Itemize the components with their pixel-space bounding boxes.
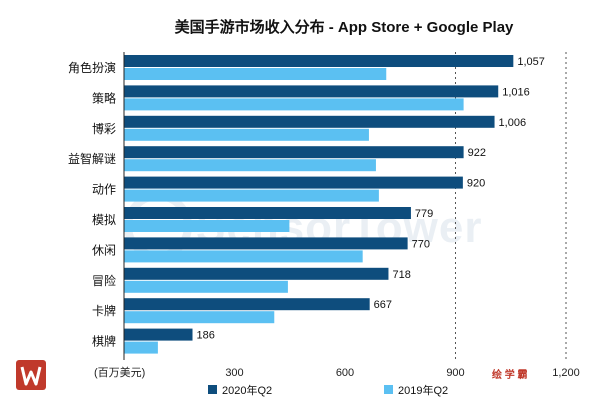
bar-2019q2 bbox=[124, 98, 464, 111]
x-tick-label: 900 bbox=[446, 367, 464, 379]
brand-text: 绘 学 霸 bbox=[492, 368, 528, 381]
value-label: 1,006 bbox=[499, 117, 527, 129]
value-label: 718 bbox=[392, 269, 410, 281]
bar-2019q2 bbox=[124, 220, 290, 232]
bar-2019q2 bbox=[124, 68, 387, 80]
bar-2019q2 bbox=[124, 311, 275, 324]
brand-logo bbox=[16, 360, 46, 390]
category-label: 冒险 bbox=[92, 273, 116, 288]
x-tick-label: 1,200 bbox=[552, 367, 580, 379]
value-label: 922 bbox=[468, 147, 486, 159]
x-tick-label: 300 bbox=[225, 367, 243, 379]
category-label: 动作 bbox=[92, 183, 116, 197]
bar-2020q2 bbox=[124, 55, 514, 67]
bar-2020q2 bbox=[124, 176, 463, 189]
category-label: 益智解谜 bbox=[68, 151, 116, 166]
bar-2019q2 bbox=[124, 341, 158, 354]
chart-title: 美国手游市场收入分布 - App Store + Google Play bbox=[175, 18, 514, 36]
legend-label-2020q2: 2020年Q2 bbox=[222, 383, 272, 397]
bar-2019q2 bbox=[124, 280, 288, 293]
bar-2019q2 bbox=[124, 189, 379, 202]
bar-2020q2 bbox=[124, 85, 499, 98]
x-axis-label: (百万美元) bbox=[94, 366, 145, 379]
brand-logo-glyph bbox=[20, 366, 42, 386]
bars-group bbox=[124, 55, 514, 354]
value-label: 1,057 bbox=[517, 56, 545, 68]
value-label: 186 bbox=[197, 330, 215, 342]
legend-swatch-2020q2 bbox=[208, 385, 217, 394]
bar-2020q2 bbox=[124, 237, 408, 250]
bar-2020q2 bbox=[124, 115, 495, 128]
legend-swatch-2019q2 bbox=[384, 385, 393, 394]
category-label: 休闲 bbox=[92, 243, 116, 257]
category-label: 卡牌 bbox=[92, 304, 116, 318]
x-tick-labels: 300 600 900 1,200 bbox=[225, 367, 579, 379]
value-label: 1,016 bbox=[502, 86, 530, 98]
bar-2020q2 bbox=[124, 298, 370, 311]
category-label: 角色扮演 bbox=[68, 60, 116, 75]
bar-2019q2 bbox=[124, 250, 363, 263]
value-label: 770 bbox=[412, 238, 430, 250]
bar-2020q2 bbox=[124, 267, 389, 280]
bar-2020q2 bbox=[124, 207, 411, 219]
bar-2020q2 bbox=[124, 328, 193, 341]
value-label: 920 bbox=[467, 178, 485, 190]
legend-label-2019q2: 2019年Q2 bbox=[398, 383, 448, 397]
category-label: 博彩 bbox=[92, 121, 116, 136]
x-tick-label: 600 bbox=[336, 367, 354, 379]
value-label: 667 bbox=[374, 299, 392, 311]
value-labels: 1,057 1,016 1,006 922 920 779 770 718 667 186 bbox=[197, 56, 545, 342]
bar-2020q2 bbox=[124, 146, 464, 159]
category-label: 策略 bbox=[92, 90, 116, 105]
bar-2019q2 bbox=[124, 128, 369, 141]
category-label: 棋牌 bbox=[92, 335, 116, 349]
bar-2019q2 bbox=[124, 159, 376, 172]
value-label: 779 bbox=[415, 208, 433, 220]
category-label: 模拟 bbox=[92, 213, 116, 227]
legend: 2020年Q2 2019年Q2 bbox=[208, 383, 448, 397]
